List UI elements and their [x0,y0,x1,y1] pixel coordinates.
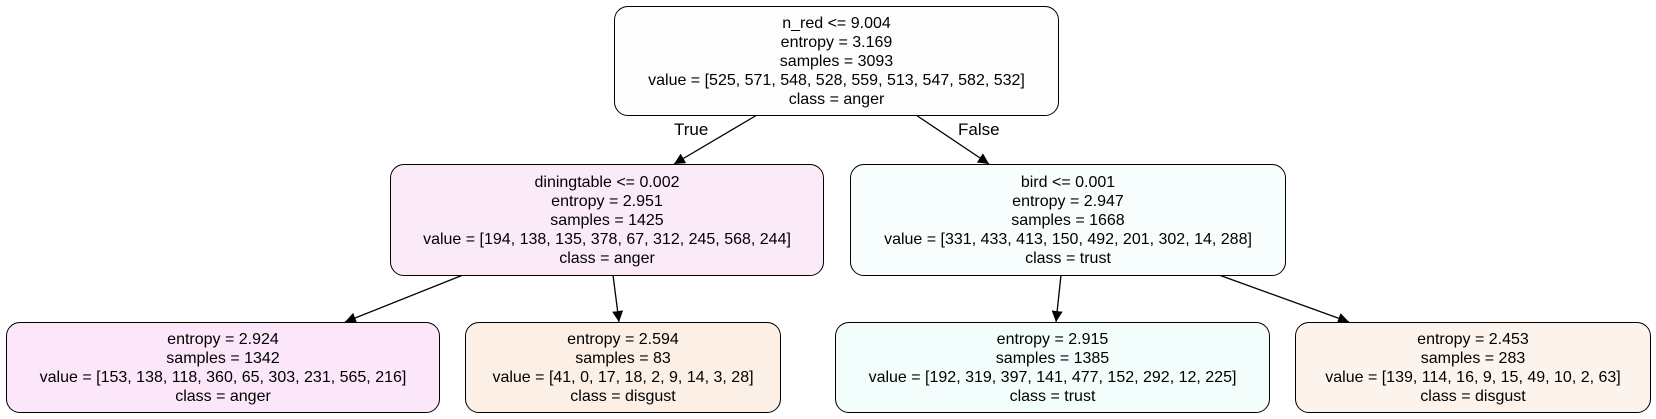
node-value: value = [525, 571, 548, 528, 559, 513, 5… [648,71,1025,89]
node-samples: samples = 1425 [550,211,664,229]
node-split-rule: n_red <= 9.004 [782,14,891,32]
node-class: class = disgust [570,387,676,405]
node-entropy: entropy = 2.915 [996,330,1109,348]
tree-node-right: bird <= 0.001 entropy = 2.947 samples = … [850,164,1286,276]
node-value: value = [331, 433, 413, 150, 492, 201, 3… [884,230,1252,248]
tree-leaf-left-right: entropy = 2.594 samples = 83 value = [41… [465,322,781,413]
node-samples: samples = 3093 [779,52,894,70]
node-class: class = trust [1009,387,1096,405]
node-samples: samples = 1668 [1011,211,1125,229]
node-value: value = [153, 138, 118, 360, 65, 303, 23… [39,368,407,386]
node-split-rule: diningtable <= 0.002 [534,173,680,191]
node-value: value = [192, 319, 397, 141, 477, 152, 2… [868,368,1237,386]
node-entropy: entropy = 2.924 [167,330,279,348]
node-class: class = anger [788,90,885,108]
node-entropy: entropy = 2.951 [551,192,663,210]
tree-node-left: diningtable <= 0.002 entropy = 2.951 sam… [390,164,824,276]
edge-right-rightright [1218,274,1350,324]
node-entropy: entropy = 2.453 [1417,330,1529,348]
node-entropy: entropy = 2.594 [567,330,679,348]
node-class: class = disgust [1420,387,1526,405]
edge-left-leftleft [344,274,464,324]
node-split-rule: bird <= 0.001 [1020,173,1116,191]
node-value: value = [194, 138, 135, 378, 67, 312, 24… [423,230,791,248]
tree-node-root: n_red <= 9.004 entropy = 3.169 samples =… [614,6,1059,116]
edge-root-left [673,114,758,165]
node-value: value = [41, 0, 17, 18, 2, 9, 14, 3, 28] [492,368,754,386]
tree-leaf-left-left: entropy = 2.924 samples = 1342 value = [… [6,322,440,413]
node-value: value = [139, 114, 16, 9, 15, 49, 10, 2,… [1325,368,1621,386]
edge-label-true: True [674,120,709,139]
edge-label-false: False [958,120,1000,139]
node-samples: samples = 283 [1420,349,1526,367]
node-entropy: entropy = 3.169 [780,33,893,51]
node-samples: samples = 1385 [995,349,1110,367]
node-class: class = anger [175,387,271,405]
node-samples: samples = 1342 [166,349,280,367]
edge-left-leftright [612,274,624,323]
node-entropy: entropy = 2.947 [1012,192,1124,210]
node-class: class = trust [1025,249,1111,267]
edge-right-rightleft [1051,274,1063,323]
node-class: class = anger [559,249,655,267]
node-samples: samples = 83 [575,349,671,367]
tree-leaf-right-left: entropy = 2.915 samples = 1385 value = [… [835,322,1270,413]
edge-root-right [915,114,990,165]
tree-leaf-right-right: entropy = 2.453 samples = 283 value = [1… [1295,322,1651,413]
